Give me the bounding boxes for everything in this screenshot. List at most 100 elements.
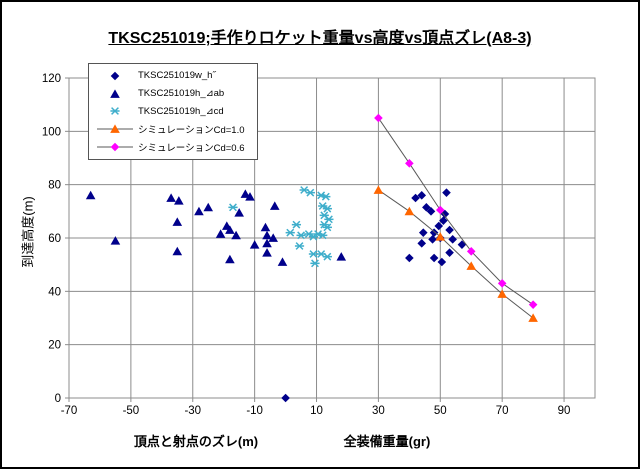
data-point-marker — [215, 229, 226, 238]
data-point-marker — [203, 202, 214, 212]
data-point-marker — [439, 216, 448, 225]
data-point-marker — [324, 215, 334, 224]
data-point-marker — [422, 203, 431, 212]
data-point-marker — [262, 230, 272, 240]
data-point-marker — [336, 252, 347, 261]
data-point-marker — [435, 232, 446, 241]
data-point-marker — [110, 124, 120, 134]
y-tick-label: 20 — [48, 340, 61, 352]
x-tick-label: -70 — [61, 405, 78, 417]
legend-marker-asterisk-icon — [110, 107, 120, 116]
data-point-marker — [225, 254, 235, 264]
data-point-marker — [308, 250, 319, 258]
legend-item-wh: TKSC251019w_h˝ — [95, 68, 253, 84]
data-point-marker — [228, 203, 238, 212]
y-tick-label: 80 — [48, 180, 61, 192]
data-point-marker — [294, 242, 305, 250]
data-point-marker — [262, 248, 272, 257]
data-point-marker — [85, 190, 96, 200]
data-point-marker — [442, 188, 451, 197]
data-point-marker — [110, 142, 120, 152]
data-point-marker — [435, 205, 445, 215]
data-point-marker — [405, 159, 414, 168]
data-point-marker — [497, 289, 507, 298]
data-point-marker — [417, 239, 427, 248]
data-point-marker — [172, 246, 183, 256]
data-point-marker — [405, 253, 414, 263]
legend-marker-triangle-icon — [110, 89, 120, 98]
data-point-marker — [318, 231, 328, 240]
data-point-marker — [296, 231, 306, 240]
data-point-marker — [429, 228, 439, 237]
y-tick-label: 120 — [42, 73, 61, 85]
legend-item-cd: TKSC251019h_⊿cd — [95, 103, 253, 119]
data-point-marker — [110, 89, 120, 98]
x-tick-label: -30 — [184, 405, 201, 417]
data-point-marker — [466, 261, 477, 270]
data-point-marker — [497, 279, 507, 288]
series-1 — [85, 189, 347, 266]
x-axis-title-left: 頂点と射点のズレ(m) — [133, 434, 259, 449]
data-point-marker — [234, 208, 244, 217]
data-point-marker — [174, 196, 184, 205]
series-3 — [373, 185, 538, 322]
data-point-marker — [417, 191, 427, 200]
data-point-marker — [291, 220, 302, 229]
data-point-marker — [281, 393, 290, 403]
legend-item-sim-cd06: シミュレーションCd=0.6 — [95, 139, 253, 155]
y-tick-label: 60 — [48, 233, 61, 245]
data-point-marker — [322, 252, 332, 261]
data-point-marker — [445, 225, 454, 235]
legend-item-label: TKSC251019h_⊿cd — [138, 105, 224, 117]
legend-item-label: TKSC251019h_⊿ab — [138, 88, 225, 100]
data-point-marker — [110, 236, 121, 245]
data-point-marker — [277, 257, 288, 266]
data-point-marker — [466, 247, 476, 256]
data-point-marker — [373, 185, 384, 194]
data-point-marker — [262, 238, 272, 248]
legend-item-label: TKSC251019w_h˝ — [138, 70, 216, 82]
data-point-marker — [285, 228, 295, 237]
data-point-marker — [445, 248, 454, 257]
x-tick-label: 10 — [310, 405, 323, 417]
data-point-marker — [194, 206, 204, 216]
data-point-marker — [457, 240, 467, 249]
legend-marker-diamond-icon — [110, 71, 120, 81]
data-point-marker — [429, 253, 439, 263]
data-point-marker — [321, 192, 331, 201]
data-point-marker — [411, 193, 420, 203]
data-point-marker — [428, 235, 437, 244]
x-tick-label: 50 — [434, 405, 447, 417]
legend-item-ab: TKSC251019h_⊿ab — [95, 86, 253, 102]
series-line — [377, 117, 534, 306]
data-point-marker — [440, 209, 450, 219]
y-axis-title: 到達高度(m) — [20, 196, 36, 268]
x-tick-label: 30 — [372, 405, 385, 417]
data-point-marker — [322, 223, 332, 232]
data-point-marker — [240, 189, 251, 198]
y-tick-label: 100 — [42, 126, 61, 138]
data-point-marker — [166, 193, 176, 202]
legend: TKSC251019w_h˝ TKSC251019h_⊿ab TKSC25101… — [88, 63, 258, 160]
data-point-marker — [528, 300, 538, 309]
data-point-marker — [374, 113, 383, 123]
x-tick-label: 70 — [496, 405, 509, 417]
x-tick-label: -10 — [246, 405, 263, 417]
series-0 — [281, 188, 467, 403]
data-point-marker — [404, 206, 415, 216]
data-point-marker — [426, 207, 436, 216]
data-point-marker — [434, 221, 444, 231]
legend-item-label: シミュレーションCd=1.0 — [138, 125, 245, 137]
data-point-marker — [437, 257, 447, 267]
data-point-marker — [249, 240, 260, 249]
data-point-marker — [322, 204, 332, 213]
x-axis-title-right: 全装備重量(gr) — [343, 434, 431, 449]
legend-marker-line-diamond-icon — [97, 142, 133, 152]
series-4 — [374, 113, 538, 309]
y-tick-label: 40 — [48, 286, 61, 298]
data-point-marker — [231, 230, 241, 240]
data-point-marker — [225, 225, 235, 234]
data-point-marker — [260, 222, 271, 232]
legend-item-sim-cd10: シミュレーションCd=1.0 — [95, 121, 253, 137]
